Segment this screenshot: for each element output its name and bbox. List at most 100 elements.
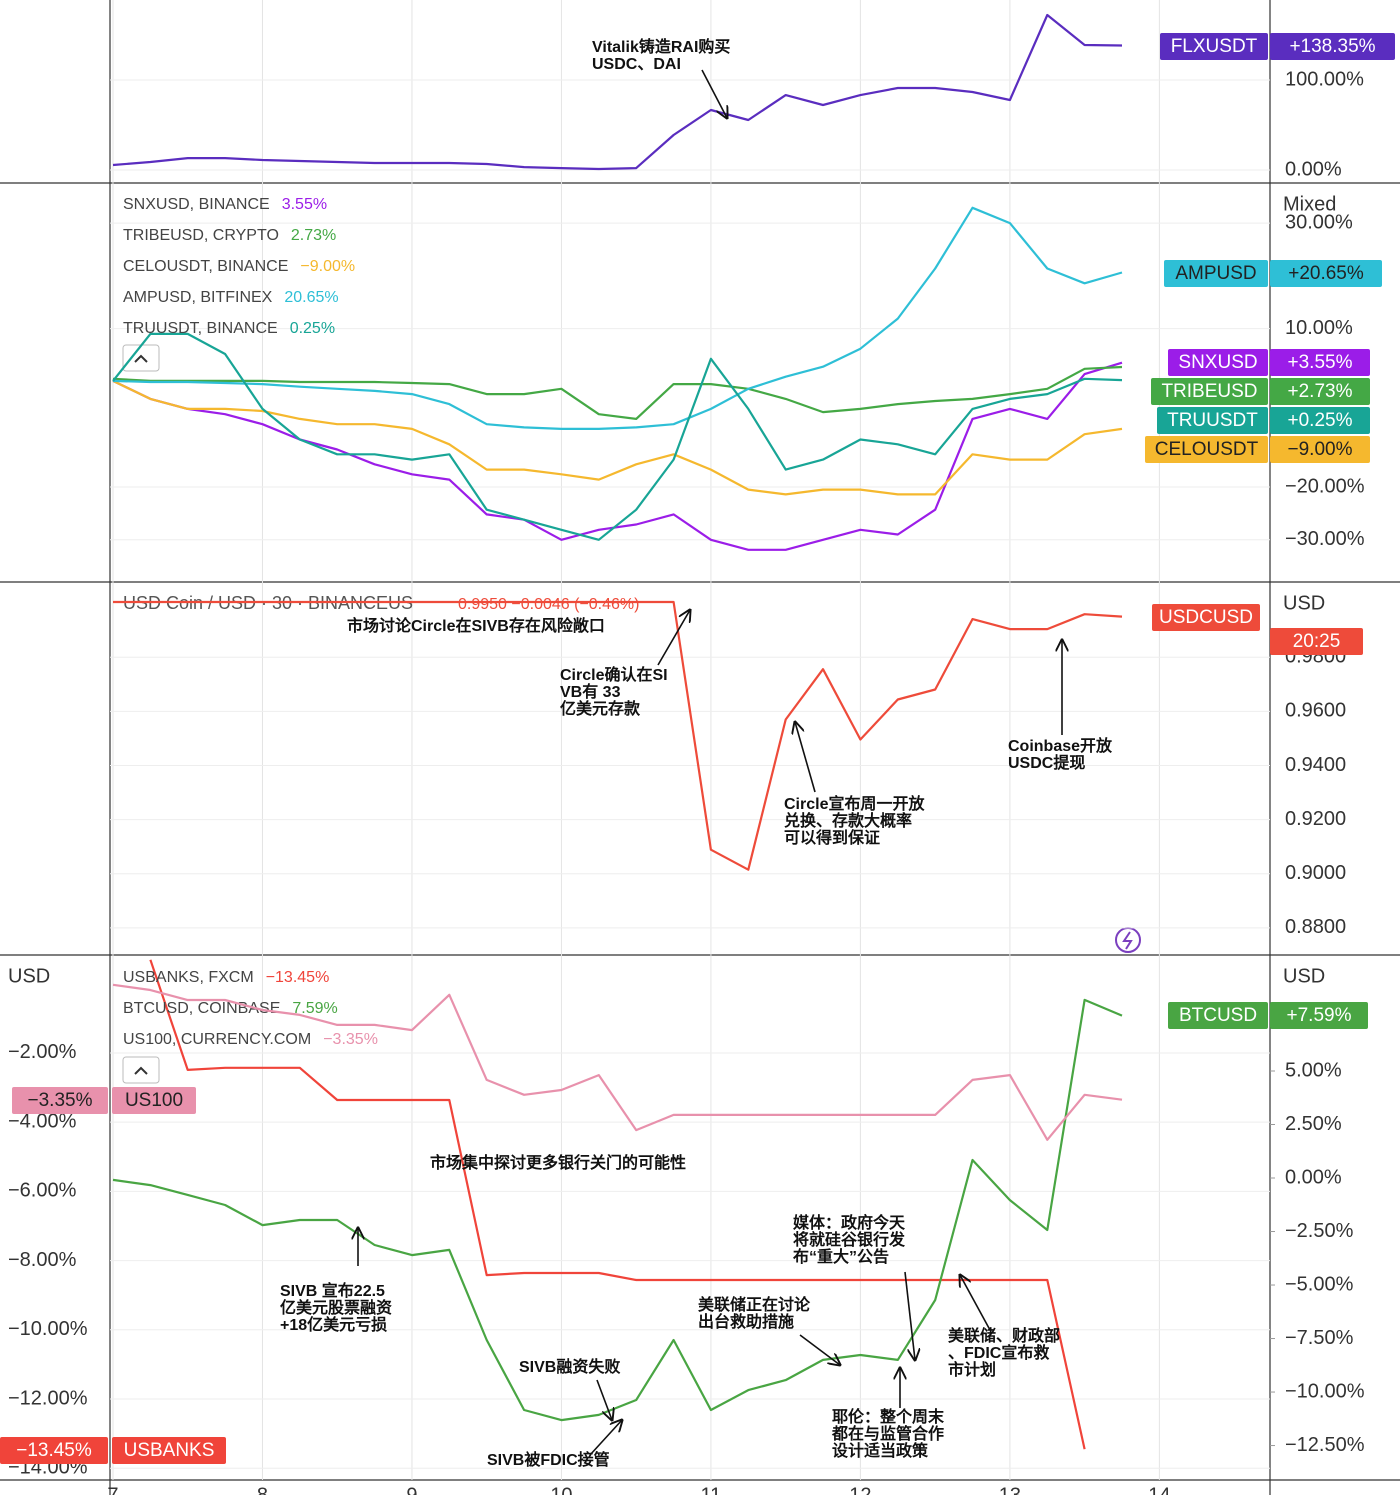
series-badge	[1151, 378, 1268, 405]
legend-value: 7.59%	[292, 1000, 337, 1017]
annotation-arrow	[701, 69, 727, 118]
value-badge-label: +138.35%	[1289, 36, 1375, 57]
series-line	[113, 600, 1123, 871]
legend-value: −3.35%	[323, 1031, 378, 1048]
x-tick-label: 10	[550, 1484, 572, 1495]
annotation-arrow	[799, 1334, 840, 1365]
legend-label: TRIBEUSD, CRYPTO	[123, 227, 279, 244]
series-badge-name: FLXUSDT	[1171, 36, 1258, 57]
legend-value: −13.45%	[266, 969, 330, 986]
collapse-button[interactable]	[122, 344, 160, 1084]
legend-value: 20.65%	[284, 289, 338, 306]
legend-label: SNXUSD, BINANCE	[123, 196, 270, 213]
annotation-arrow	[596, 1379, 612, 1420]
series-line	[112, 206, 1123, 430]
series-badge	[1168, 1002, 1268, 1029]
value-badge	[0, 1437, 108, 1464]
annotation-arrow	[589, 1420, 622, 1456]
series-badge	[1145, 436, 1268, 463]
annotation-arrow	[795, 722, 816, 793]
annotation: USDC、DAI	[592, 56, 681, 73]
y2-tick-label: 5.00%	[1285, 1059, 1342, 1081]
y-tick-label: 0.9000	[1285, 862, 1346, 884]
annotation: 亿美元股票融资	[280, 1298, 392, 1317]
x-tick-label: 13	[999, 1484, 1021, 1495]
value-badge	[1270, 436, 1370, 463]
annotation: 兑换、存款大概率	[784, 811, 912, 830]
y-axis-label: USD	[1283, 592, 1325, 614]
annotation: Circle确认在SI	[560, 665, 668, 684]
series-badge	[1164, 260, 1268, 287]
annotation: VB有 33	[560, 682, 621, 701]
annotation: 可以得到保证	[784, 828, 880, 847]
series-badge-name: AMPUSD	[1175, 263, 1256, 284]
series-badge-name: USDCUSD	[1159, 607, 1253, 628]
series-badge-name: SNXUSD	[1178, 352, 1257, 373]
value-badge-label: +3.55%	[1288, 352, 1353, 373]
y-tick-label: 10.00%	[1285, 317, 1353, 339]
legend-entry: TRUUSDT, BINANCE 0.25%	[123, 320, 335, 337]
chart-subtitle: 0.9950 −0.0046 (−0.46%)	[458, 596, 639, 613]
annotation: 美联储正在讨论	[698, 1295, 811, 1314]
y-tick-label: 30.00%	[1285, 211, 1353, 233]
annotation: SIVB 宣布22.5	[280, 1281, 385, 1300]
annotation-arrow	[960, 1275, 991, 1331]
series-badge-name: TRUUSDT	[1167, 410, 1258, 431]
value-badge-label: −13.45%	[16, 1440, 92, 1461]
series-badge	[1160, 33, 1268, 60]
y2-tick-label: 0.00%	[1285, 1166, 1342, 1188]
legend-label: AMPUSD, BITFINEX	[123, 289, 273, 306]
legend-value: 2.73%	[291, 227, 336, 244]
x-tick-label: 9	[406, 1484, 417, 1495]
y-tick-label: 0.9200	[1285, 808, 1346, 830]
series-badge-name: CELOUSDT	[1155, 439, 1259, 460]
y-tick-label: 0.9400	[1285, 754, 1346, 776]
series-badge	[1152, 604, 1260, 631]
value-badge-label: +2.73%	[1288, 381, 1353, 402]
annotation: 、FDIC宣布救	[948, 1343, 1049, 1362]
legend-entry: TRIBEUSD, CRYPTO 2.73%	[123, 227, 336, 244]
legend-entry: CELOUSDT, BINANCE −9.00%	[123, 258, 355, 275]
legend-value: −9.00%	[300, 258, 355, 275]
series-line	[112, 983, 1123, 1141]
y2-tick-label: −7.50%	[1285, 1327, 1354, 1349]
y2-tick-label: 2.50%	[1285, 1113, 1342, 1135]
value-badge	[1270, 260, 1382, 287]
y-tick-label: −20.00%	[1285, 475, 1365, 497]
x-tick-label: 14	[1148, 1484, 1170, 1495]
legend-value: 0.25%	[290, 320, 335, 337]
value-badge	[1270, 1002, 1368, 1029]
annotation: 市场集中探讨更多银行关门的可能性	[430, 1153, 686, 1172]
y-tick-label: −8.00%	[8, 1249, 77, 1271]
annotation: 设计适当政策	[832, 1441, 929, 1460]
y-tick-label: 0.9600	[1285, 700, 1346, 722]
annotation: Coinbase开放	[1008, 736, 1113, 755]
value-badge	[1270, 628, 1363, 655]
series-badge	[1168, 349, 1268, 376]
series-badge-name: USBANKS	[124, 1440, 215, 1461]
y-tick-label: 0.8800	[1285, 916, 1346, 938]
x-tick-label: 11	[701, 1484, 722, 1495]
value-badge	[1270, 407, 1370, 434]
series-line	[112, 379, 1123, 496]
legend-entry: SNXUSD, BINANCE 3.55%	[123, 196, 327, 213]
x-tick-label: 7	[107, 1484, 118, 1495]
value-badge-label: +7.59%	[1287, 1005, 1352, 1026]
annotation: 媒体：政府今天	[793, 1213, 906, 1232]
annotation: +18亿美元亏损	[280, 1315, 387, 1334]
legend-label: USBANKS, FXCM	[123, 969, 254, 986]
y-axis-label: USD	[8, 965, 50, 987]
series-badge-name: TRIBEUSD	[1161, 381, 1257, 402]
series-line	[112, 998, 1123, 1422]
annotation-arrow	[657, 610, 690, 666]
annotation: SIVB被FDIC接管	[487, 1450, 610, 1469]
y-tick-label: −2.00%	[8, 1041, 77, 1063]
y2-tick-label: −10.00%	[1285, 1380, 1365, 1402]
annotation: 市场讨论Circle在SIVB存在风险敞口	[347, 616, 605, 635]
value-badge	[1270, 378, 1370, 405]
y-tick-label: −6.00%	[8, 1180, 77, 1202]
value-badge	[1270, 33, 1395, 60]
